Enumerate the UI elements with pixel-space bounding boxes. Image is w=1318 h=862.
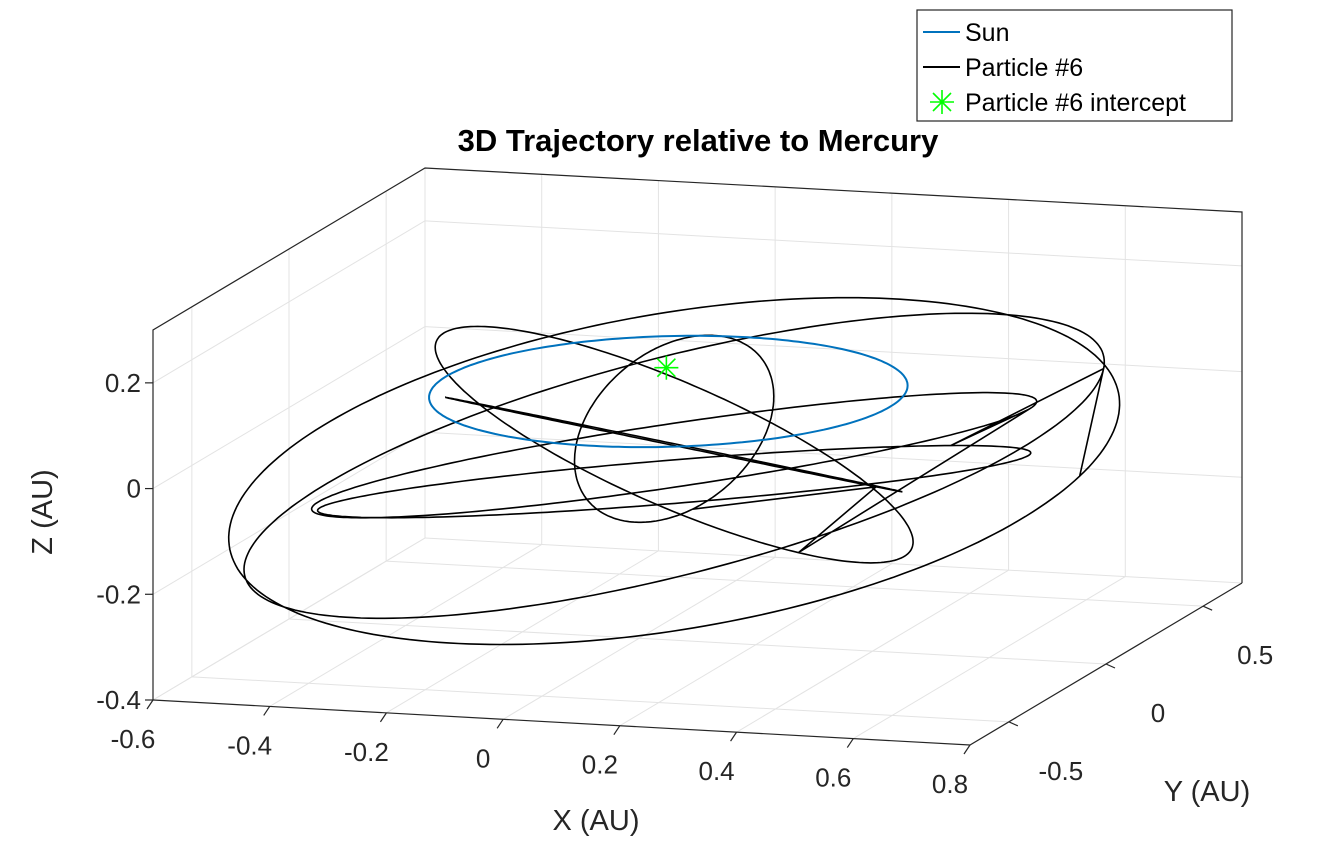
- tick-marks: -0.6 -0.4 -0.2 0 0.2 0.4 0.6 0.8 -0.5 0 0.5 -0.4 -0.…: [96, 368, 1273, 799]
- grid-lines: [152, 168, 1243, 746]
- chart-title: 3D Trajectory relative to Mercury: [458, 123, 939, 158]
- intercept-marker: [654, 355, 679, 380]
- x-tick-label: 0: [476, 743, 490, 773]
- x-tick-label: -0.2: [344, 737, 389, 767]
- x-tick-label: 0.8: [932, 769, 968, 799]
- gridline-z-back: [424, 220, 1243, 267]
- gridline-z-back: [424, 326, 1243, 373]
- legend-entry-sun: Sun: [965, 19, 1009, 47]
- axis-back-edges: [152, 167, 1243, 700]
- legend-entry-intercept: Particle #6 intercept: [965, 89, 1186, 117]
- z-tick-label: -0.4: [96, 685, 141, 715]
- z-tick-label: 0: [127, 474, 141, 504]
- x-tick-label: 0.6: [815, 763, 851, 793]
- axis-top-front-edges: [153, 212, 1242, 375]
- x-tick-label: 0.2: [582, 750, 618, 780]
- particle-6-trajectory: [227, 296, 1121, 646]
- legend-box: [916, 9, 1233, 122]
- gridline-z-back: [424, 537, 1243, 584]
- legend-marker-intercept: [930, 90, 954, 114]
- x-tick-mark: [263, 706, 271, 716]
- y-tick-label: 0: [1151, 698, 1165, 728]
- gridline-y-floor: [191, 676, 1009, 723]
- axis-floor-front-edges: [152, 582, 1243, 746]
- gridline-z-back: [424, 431, 1243, 478]
- x-axis-label: X (AU): [553, 805, 640, 837]
- legend[interactable]: Sun Particle #6 Particle #6 intercept: [916, 9, 1233, 122]
- intercept-marker-stroke: [656, 358, 676, 378]
- z-tick-label: 0.2: [105, 368, 141, 398]
- y-tick-mark: [1202, 605, 1213, 611]
- y-tick-label: -0.5: [1038, 756, 1083, 786]
- x-tick-mark: [496, 718, 504, 729]
- x-tick-label: -0.4: [227, 730, 272, 760]
- gridline-z-side: [152, 220, 426, 384]
- sun-orbit: [428, 334, 909, 449]
- x-tick-label: 0.4: [698, 756, 734, 786]
- x-tick-mark: [730, 731, 738, 742]
- gridline-z-side: [152, 326, 426, 490]
- y-tick-label: 0.5: [1237, 640, 1273, 670]
- plot-area: [227, 296, 1121, 646]
- gridline-z-side: [152, 537, 426, 701]
- x-tick-label: -0.6: [111, 724, 156, 754]
- z-axis-label: Z (AU): [27, 469, 59, 554]
- gridline-y-floor: [386, 560, 1204, 607]
- x-tick-mark: [146, 699, 154, 710]
- gridline-y-floor: [288, 618, 1107, 665]
- y-axis-label: Y (AU): [1164, 776, 1250, 808]
- x-tick-mark: [846, 738, 854, 748]
- x-tick-mark: [963, 744, 971, 755]
- axes-box: [152, 167, 1243, 746]
- x-tick-mark: [379, 712, 387, 723]
- y-tick-mark: [1105, 663, 1116, 669]
- legend-entry-particle: Particle #6: [965, 54, 1083, 82]
- gridline-z-side: [152, 431, 426, 595]
- z-tick-label: -0.2: [96, 579, 141, 609]
- x-tick-mark: [613, 725, 621, 736]
- y-tick-mark: [1008, 721, 1019, 727]
